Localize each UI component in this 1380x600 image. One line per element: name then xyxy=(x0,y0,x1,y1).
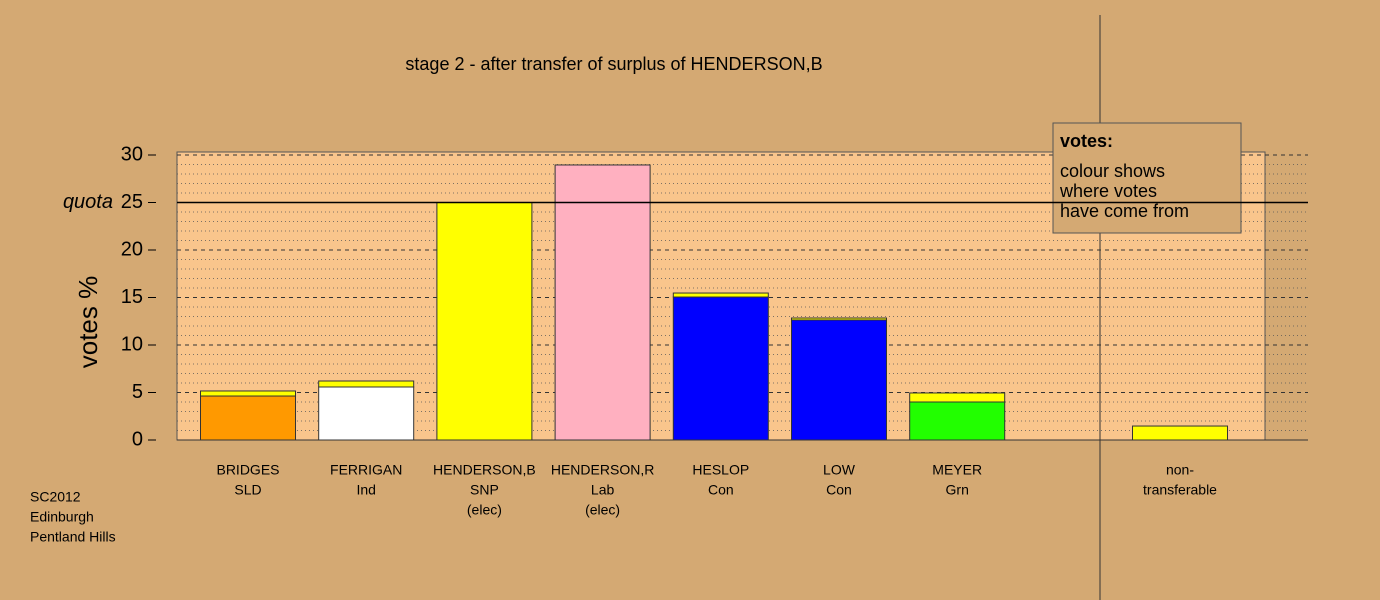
x-tick-label: Con xyxy=(708,482,734,498)
bar-segment xyxy=(318,380,415,388)
legend-box xyxy=(1052,122,1242,234)
x-tick-label: Lab xyxy=(591,482,615,498)
bar-segment xyxy=(554,164,651,441)
x-tick-label: HENDERSON,B xyxy=(433,462,536,478)
bar-segment xyxy=(1132,425,1228,441)
bar-segment xyxy=(791,317,887,321)
legend-text: colour shows xyxy=(1060,161,1165,181)
bar-segment xyxy=(200,390,296,397)
bar-segment xyxy=(436,202,533,441)
x-tick-label: transferable xyxy=(1143,482,1217,498)
y-tick-label: 30 xyxy=(121,143,143,165)
x-tick-label: FERRIGAN xyxy=(330,462,402,478)
x-tick-label: (elec) xyxy=(585,502,620,518)
x-tick-label: MEYER xyxy=(932,462,982,478)
legend-title: votes: xyxy=(1060,131,1113,151)
bar-segment xyxy=(200,395,296,441)
y-axis-label: votes % xyxy=(73,276,103,369)
footnote: Edinburgh xyxy=(30,509,94,525)
legend-text: where votes xyxy=(1059,181,1157,201)
bar-segment xyxy=(791,319,887,441)
x-tick-label: SLD xyxy=(234,482,261,498)
x-tick-label: non- xyxy=(1166,462,1194,478)
x-tick-label: Grn xyxy=(946,482,969,498)
chart-title: stage 2 - after transfer of surplus of H… xyxy=(405,54,822,74)
bar-segment xyxy=(672,296,769,441)
x-tick-label: HESLOP xyxy=(692,462,749,478)
bar-segment xyxy=(672,292,769,298)
bars xyxy=(200,164,1228,441)
legend-text: have come from xyxy=(1060,201,1189,221)
legend: votes: colour shows where votes have com… xyxy=(1052,122,1242,234)
x-tick-label: Con xyxy=(826,482,852,498)
x-tick-label: HENDERSON,R xyxy=(551,462,654,478)
x-tick-label: LOW xyxy=(823,462,856,478)
x-tick-label: SNP xyxy=(470,482,499,498)
footnote: Pentland Hills xyxy=(30,529,116,545)
y-tick-label: 25 xyxy=(121,191,143,213)
y-tick-label: 15 xyxy=(121,286,143,308)
x-tick-label: (elec) xyxy=(467,502,502,518)
y-tick-label: 0 xyxy=(132,428,143,450)
y-tick-label: 5 xyxy=(132,381,143,403)
bar-segment xyxy=(909,401,1006,441)
x-tick-label: Ind xyxy=(356,482,375,498)
footnote: SC2012 xyxy=(30,489,81,505)
y-tick-label: 10 xyxy=(121,333,143,355)
bar-segment xyxy=(909,392,1006,403)
y-tick-label: 20 xyxy=(121,238,143,260)
bar-segment xyxy=(318,386,415,441)
quota-label: quota xyxy=(63,191,113,213)
x-tick-label: BRIDGES xyxy=(216,462,279,478)
